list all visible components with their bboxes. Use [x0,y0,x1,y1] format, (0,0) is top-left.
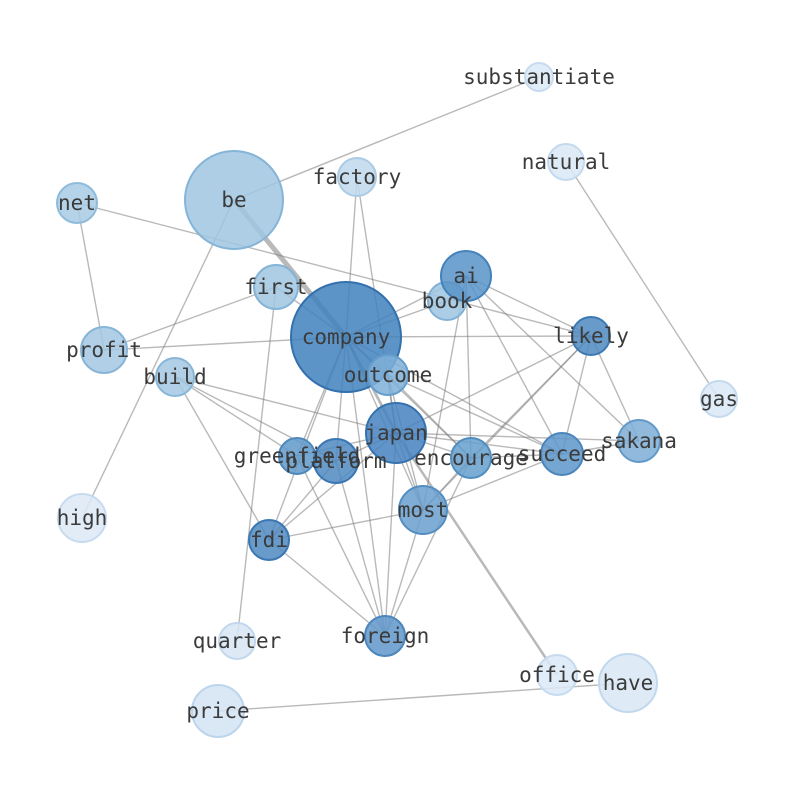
labels-layer: substantiate natural factory net high gas quar… [57,65,738,723]
node-label-office: office [519,663,595,687]
edge-encourage-foreign [384,457,472,637]
node-likely [571,316,611,356]
node-label-foreign: foreign [341,624,430,648]
node-label-likely: likely [553,324,629,348]
edge-be-high [81,199,235,519]
node-label-profit: profit [66,338,142,362]
edge-first-profit [103,286,277,351]
node-label-outcome: outcome [344,363,433,387]
node-substantiate [524,62,554,92]
edge-be-substantiate [233,76,540,201]
node-be [184,150,284,250]
edge-first-quarter [236,286,277,642]
node-first [253,264,299,310]
node-have [598,653,658,713]
node-outcome [367,354,409,396]
edge-fdi-foreign [268,539,386,637]
edge-build-greenfield [174,376,298,457]
edge-likely-encourage [470,335,592,459]
node-foreign [364,615,406,657]
edge-japan-foreign [384,432,397,637]
edge-build-fdi [174,376,270,541]
edge-platform-foreign [335,460,386,637]
node-label-encourage: encourage [414,446,528,470]
edge-outcome-succeed [387,374,563,455]
node-ai [440,250,492,302]
node-label-factory: factory [313,165,402,189]
node-natural [547,143,585,181]
node-japan [365,402,427,464]
node-label-fdi: fdi [250,528,288,552]
node-label-platform: platform [285,449,386,473]
node-build [155,357,195,397]
node-office [536,654,578,696]
node-label-greenfield: greenfield [234,444,360,468]
node-label-gas: gas [700,387,738,411]
node-label-price: price [186,699,249,723]
node-label-quarter: quarter [193,629,282,653]
node-fdi [248,519,290,561]
node-label-ai: ai [453,264,478,288]
edge-natural-gas [565,161,720,400]
edge-ai-encourage [465,275,472,459]
node-sakana [617,419,661,463]
edge-sakana-japan [395,432,640,442]
node-succeed [540,432,584,476]
edge-fdi-most [268,509,424,541]
node-label-have: have [603,671,654,695]
node-platform [313,438,359,484]
node-label-japan: japan [364,421,427,445]
node-label-substantiate: substantiate [463,65,615,89]
edge-ai-sakana [465,275,640,442]
node-label-most: most [398,498,449,522]
node-label-succeed: succeed [518,442,607,466]
node-encourage [450,437,492,479]
node-label-book: book [422,289,473,313]
node-profit [80,326,128,374]
node-gas [700,380,738,418]
node-label-high: high [57,506,108,530]
node-most [398,485,448,535]
node-high [57,493,107,543]
node-price [191,684,245,738]
node-factory [337,157,377,197]
nodes-layer [56,62,738,738]
node-label-first: first [244,275,307,299]
edge-likely-japan [395,335,592,434]
edge-japan-office [394,432,559,676]
edge-build-japan [174,376,397,434]
node-net [56,182,98,224]
edge-ai-succeed [465,275,563,455]
node-label-be: be [221,188,246,212]
node-label-net: net [58,191,96,215]
node-label-build: build [143,365,206,389]
edge-net-profit [76,202,105,351]
node-label-company: company [302,325,391,349]
node-label-natural: natural [522,150,611,174]
edge-greenfield-foreign [296,455,386,637]
node-quarter [218,622,256,660]
node-label-sakana: sakana [601,429,677,453]
